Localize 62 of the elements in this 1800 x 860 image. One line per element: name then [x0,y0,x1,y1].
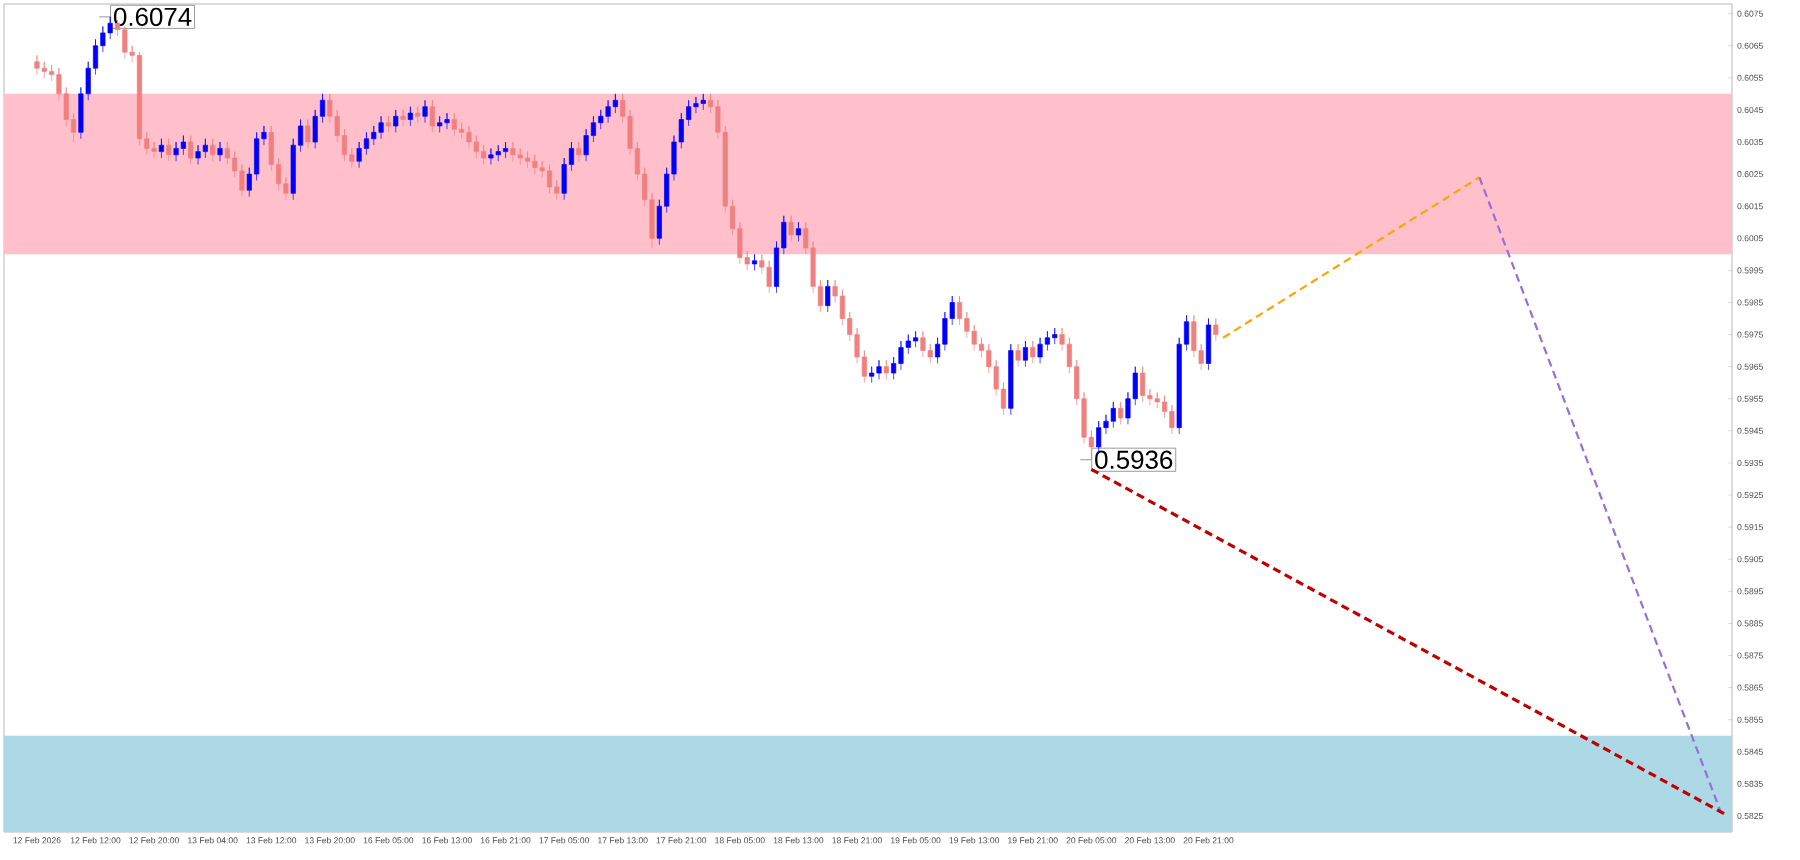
candlestick [1052,327,1058,345]
candlestick [1169,404,1175,435]
candlestick [210,138,216,162]
candlestick [451,112,457,136]
candlestick [444,112,450,130]
candlestick [920,330,926,358]
candlestick [898,340,904,371]
candlestick [825,279,831,313]
candlestick [122,26,128,59]
candlestick [173,141,179,162]
candlestick [876,359,882,380]
candlestick [576,141,582,162]
candlestick [378,115,384,140]
candlestick [788,215,794,242]
candlestick [700,93,706,111]
candlestick [437,115,443,133]
candlestick [1118,401,1124,425]
candlestick [495,144,501,162]
candlestick [400,109,406,127]
candlestick [195,144,201,165]
candlestick [41,61,47,79]
candlestick [913,330,919,348]
candlestick [1022,340,1028,367]
candlestick [1205,318,1212,371]
candlestick [481,144,487,165]
candlestick [217,141,223,162]
candlestick [188,135,194,165]
annotation: 0.5936 [1095,450,1173,469]
candlestick [407,106,413,127]
candlestick [180,135,186,156]
annotation: 0.6074 [113,7,192,26]
candlestick [158,138,164,159]
candlestick [422,99,428,124]
candlestick [488,148,494,165]
candlestick [532,154,538,175]
candlestick [202,138,208,159]
candlestick [605,99,611,124]
candlestick [1110,401,1116,428]
candlestick [305,119,311,149]
candlestick [510,141,516,162]
candlestick [1096,420,1102,454]
candlestick [1008,343,1014,416]
candlestick [1037,337,1043,364]
candlestick [751,253,758,271]
candlestick [524,151,531,169]
candlestick [883,359,889,380]
candlestick [546,164,553,194]
candlestick [34,54,40,75]
candlestick [166,138,172,162]
candlestick [517,148,523,165]
candlestick [1015,343,1021,367]
candlestick [429,99,435,133]
candlestick [385,115,391,133]
candlestick [1140,366,1146,403]
candlestick [795,221,801,242]
candlestick [1030,340,1036,364]
candlestick [869,366,875,384]
candlestick [1213,318,1219,342]
candlestick [503,141,509,159]
candlestick [415,106,421,124]
candlestick [393,109,399,133]
candlestick [766,260,772,294]
